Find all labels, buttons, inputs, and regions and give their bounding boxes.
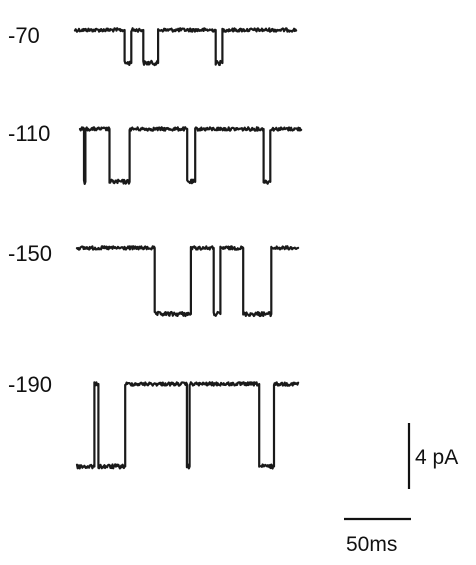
voltage-labels-group: -70 -110 -150 -190 [8, 23, 52, 397]
scale-bars-group: 4 pA 50ms [344, 423, 458, 556]
trace-label-3: -150 [8, 241, 52, 266]
current-trace-3 [75, 245, 300, 318]
trace-label-2: -110 [8, 121, 50, 146]
current-scale-label: 4 pA [415, 446, 458, 469]
current-trace-1 [73, 27, 298, 67]
trace-label-1: -70 [8, 23, 40, 48]
current-trace-4 [75, 381, 300, 470]
time-scale-label: 50ms [346, 533, 397, 556]
trace-label-4: -190 [8, 372, 52, 397]
current-traces-group [73, 27, 303, 470]
current-trace-2 [78, 126, 303, 185]
